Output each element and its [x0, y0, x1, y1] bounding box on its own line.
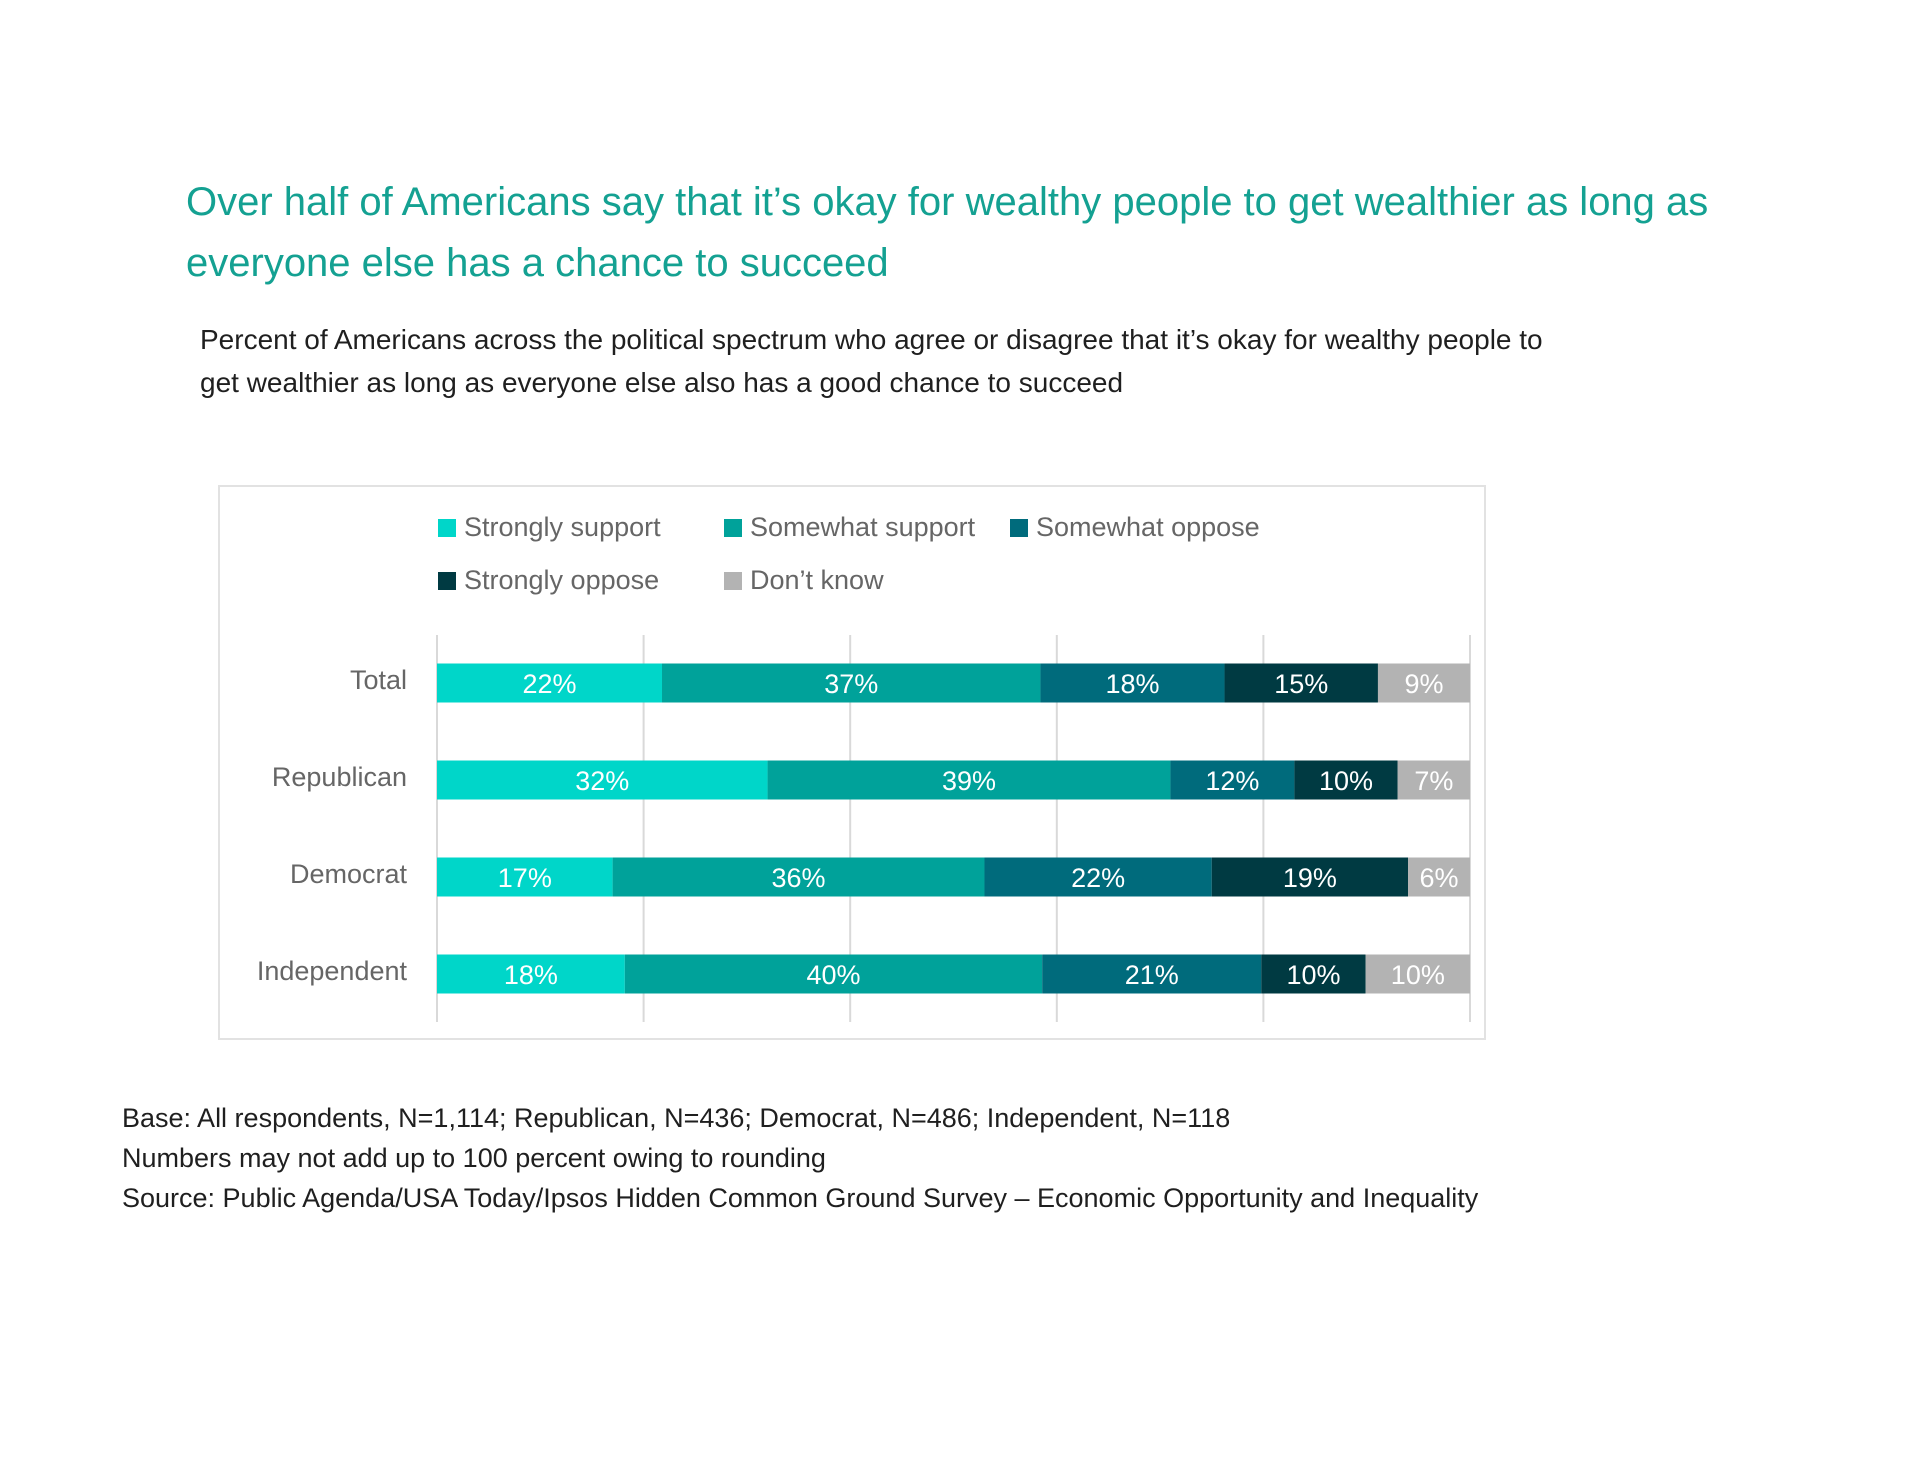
bar-segment — [1397, 760, 1470, 800]
bar-segment — [624, 954, 1043, 994]
data-label: 22% — [522, 669, 576, 699]
data-label: 22% — [1071, 863, 1125, 893]
bar-segment — [437, 954, 625, 994]
bar-segment — [1224, 663, 1378, 703]
data-label: 10% — [1391, 960, 1445, 990]
category-label: Independent — [256, 956, 407, 986]
legend-swatch — [438, 519, 456, 537]
bar-segment — [1261, 954, 1366, 994]
data-label: 17% — [498, 863, 552, 893]
data-label: 19% — [1283, 863, 1337, 893]
data-label: 9% — [1404, 669, 1443, 699]
category-label: Republican — [271, 762, 407, 792]
bar-segment — [1408, 857, 1470, 897]
data-label: 40% — [806, 960, 860, 990]
data-label: 32% — [575, 766, 629, 796]
data-label: 18% — [1105, 669, 1159, 699]
bar-segment — [1211, 857, 1409, 897]
bar-segment — [662, 663, 1041, 703]
legend-label: Don’t know — [750, 565, 884, 595]
footnote-base: Base: All respondents, N=1,114; Republic… — [122, 1103, 1231, 1133]
legend-label: Strongly support — [464, 512, 661, 542]
legend-label: Strongly oppose — [464, 565, 660, 595]
bar-segment — [1170, 760, 1295, 800]
data-label: 21% — [1125, 960, 1179, 990]
legend-item: Somewhat support — [724, 510, 975, 544]
legend-label: Somewhat oppose — [1036, 512, 1260, 542]
bar-segment — [1040, 663, 1225, 703]
bar-segment — [437, 760, 768, 800]
data-label: 10% — [1286, 960, 1340, 990]
data-label: 39% — [942, 766, 996, 796]
category-label: Total — [349, 665, 407, 695]
category-label: Democrat — [289, 859, 407, 889]
legend-swatch — [724, 519, 742, 537]
bar-segment — [437, 663, 663, 703]
legend-swatch — [438, 572, 456, 590]
bar-segment — [1294, 760, 1398, 800]
legend-item: Don’t know — [724, 563, 884, 597]
footnote-source: Source: Public Agenda/USA Today/Ipsos Hi… — [122, 1183, 1479, 1213]
footnotes: Base: All respondents, N=1,114; Republic… — [122, 1098, 1822, 1218]
bar-segment — [1377, 663, 1470, 703]
bar-segment — [437, 857, 613, 897]
data-label: 12% — [1205, 766, 1259, 796]
data-label: 36% — [772, 863, 826, 893]
data-label: 15% — [1274, 669, 1328, 699]
bar-segment — [1365, 954, 1470, 994]
data-label: 18% — [504, 960, 558, 990]
footnote-rounding: Numbers may not add up to 100 percent ow… — [122, 1143, 826, 1173]
legend-swatch — [1010, 519, 1028, 537]
data-label: 37% — [824, 669, 878, 699]
chart-subtitle: Percent of Americans across the politica… — [200, 324, 1543, 398]
bar-segment — [1042, 954, 1262, 994]
bar-segment — [767, 760, 1171, 800]
data-label: 7% — [1414, 766, 1453, 796]
bar-segment — [612, 857, 985, 897]
data-label: 6% — [1419, 863, 1458, 893]
legend-swatch — [724, 572, 742, 590]
legend-label: Somewhat support — [750, 512, 976, 542]
chart-frame — [218, 485, 1486, 1040]
bar-segment — [984, 857, 1212, 897]
legend-item: Strongly oppose — [438, 563, 659, 597]
chart-title: Over half of Americans say that it’s oka… — [186, 180, 1709, 285]
legend-item: Somewhat oppose — [1010, 510, 1260, 544]
legend-item: Strongly support — [438, 510, 661, 544]
data-label: 10% — [1319, 766, 1373, 796]
